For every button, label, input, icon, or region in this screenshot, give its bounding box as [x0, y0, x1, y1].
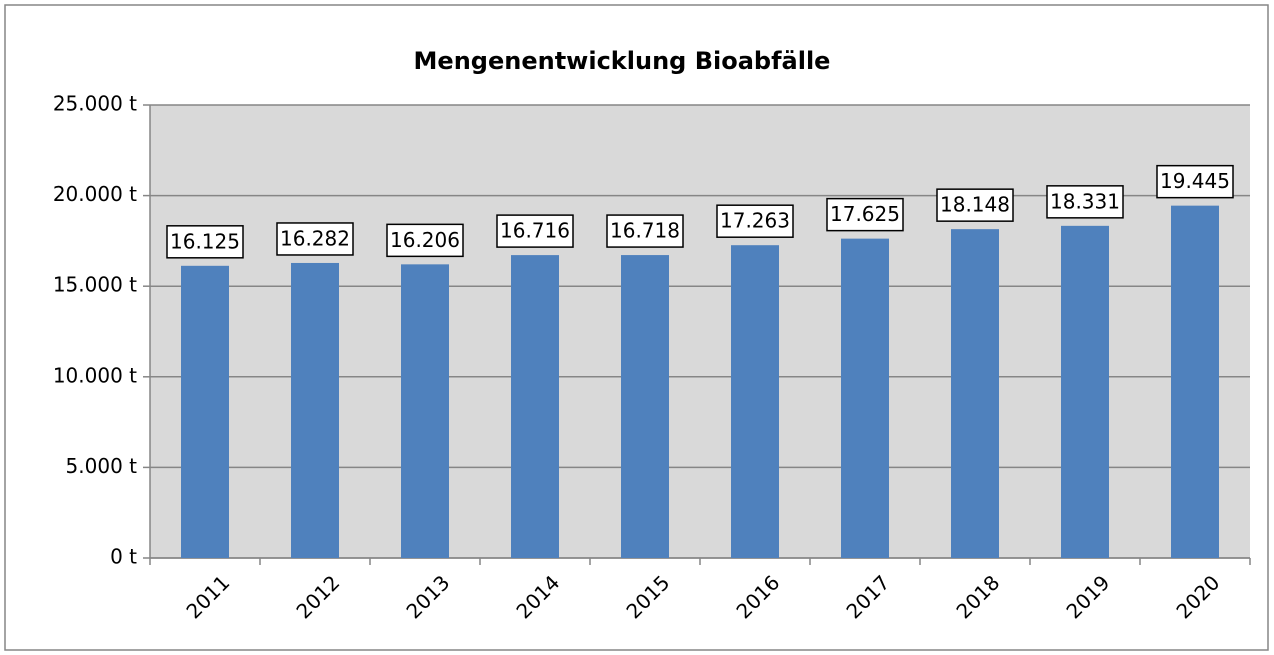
bar — [1061, 225, 1109, 558]
bar — [181, 265, 229, 558]
value-label-box — [166, 225, 244, 259]
value-label-box — [1156, 164, 1234, 199]
y-tick-label: 15.000 t — [53, 273, 137, 297]
y-tick-label: 0 t — [110, 545, 137, 569]
value-label-box — [936, 188, 1014, 222]
value-label: 19.445 — [1160, 169, 1230, 193]
y-tick-label: 5.000 t — [66, 454, 138, 478]
value-label-box — [496, 214, 574, 248]
bar — [401, 264, 449, 558]
value-label-box — [826, 197, 904, 232]
value-label: 16.206 — [390, 228, 460, 252]
value-label-box — [386, 223, 464, 258]
value-label-box — [276, 222, 354, 256]
value-label: 16.718 — [610, 219, 680, 243]
bar — [1171, 205, 1219, 558]
y-tick-label: 10.000 t — [53, 363, 137, 387]
value-label-box — [716, 204, 794, 238]
bar — [841, 238, 889, 558]
bar — [731, 245, 779, 558]
value-label: 17.263 — [720, 209, 790, 233]
bar — [951, 229, 999, 558]
value-label-box — [1046, 185, 1124, 219]
value-label: 18.148 — [940, 193, 1010, 217]
value-label: 18.331 — [1050, 189, 1120, 213]
value-label: 16.716 — [500, 219, 570, 243]
bar — [511, 255, 559, 558]
value-label-box — [606, 214, 684, 248]
value-label: 16.282 — [280, 226, 350, 250]
bar — [291, 262, 339, 558]
y-tick-label: 25.000 t — [53, 92, 137, 116]
value-label: 17.625 — [830, 202, 900, 226]
value-label: 16.125 — [170, 229, 240, 253]
y-tick-label: 20.000 t — [53, 182, 137, 206]
chart-title: Mengenentwicklung Bioabfälle — [414, 47, 831, 75]
bar — [621, 255, 669, 559]
